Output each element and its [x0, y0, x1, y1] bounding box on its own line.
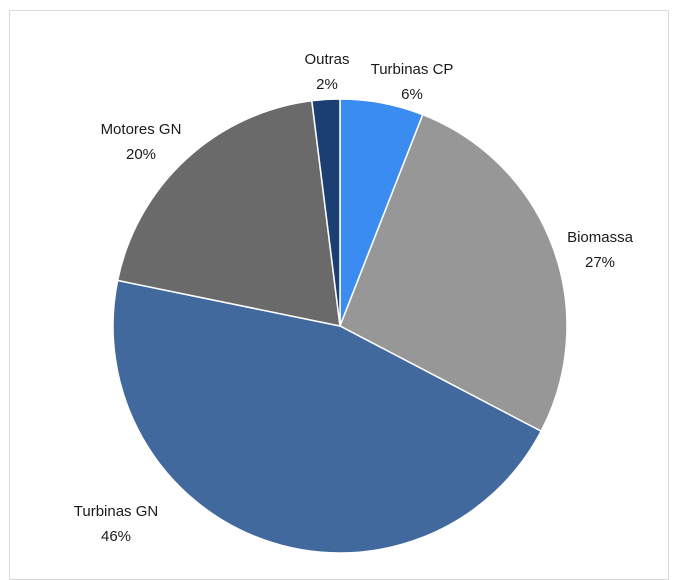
pie-slice-motores-gn [116, 99, 341, 327]
pie-slice-turbinas-gn [112, 279, 543, 554]
slice-label-name: Motores GN [101, 121, 182, 138]
slice-label-value: 46% [101, 528, 131, 545]
slice-label-value: 20% [126, 146, 156, 163]
pie-slice-biomassa [339, 113, 568, 433]
slice-label-value: 27% [585, 254, 615, 271]
slice-label-name: Outras [304, 51, 349, 68]
pie-slice-outras [310, 98, 341, 327]
slice-label-name: Turbinas CP [371, 61, 454, 78]
slice-label-name: Biomassa [567, 229, 634, 246]
slice-label-name: Turbinas GN [74, 503, 158, 520]
pie-slices [112, 98, 568, 554]
slice-label-value: 6% [401, 86, 423, 103]
slice-label-value: 2% [316, 76, 338, 93]
pie-labels: Turbinas CP 6% Biomassa 27% Turbinas GN 46% Mo… [74, 51, 634, 545]
